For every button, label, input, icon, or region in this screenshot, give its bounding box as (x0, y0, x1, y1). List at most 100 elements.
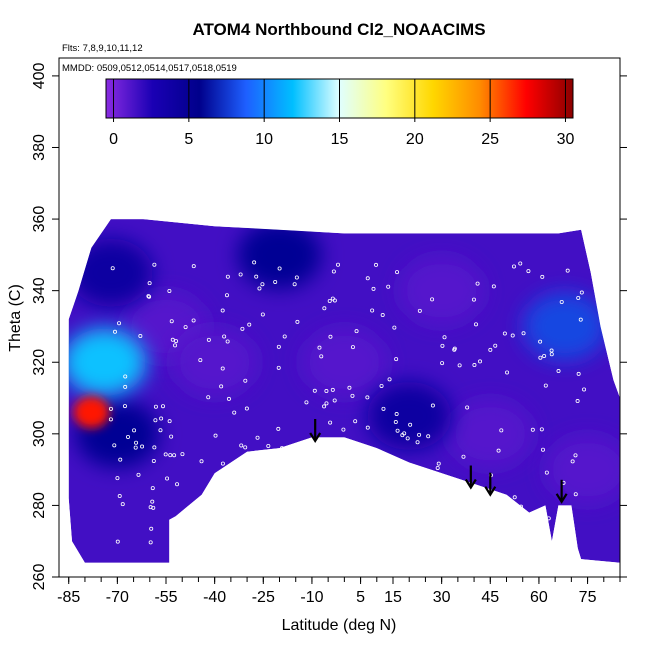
field-blob (68, 328, 147, 397)
sample-point (331, 269, 336, 274)
sample-point (370, 466, 375, 471)
sample-point (152, 445, 157, 450)
dates-label: MMDD: 0509,0512,0514,0517,0518,0519 (62, 63, 237, 74)
sample-point (188, 546, 193, 551)
colorbar-tick-label: 5 (184, 131, 193, 148)
sample-point (394, 357, 399, 362)
x-tick-label: 5 (356, 589, 365, 606)
sample-point (337, 478, 342, 483)
sample-point (262, 456, 267, 461)
sample-point (220, 308, 225, 313)
sample-point (379, 383, 384, 388)
sample-point (159, 416, 164, 421)
sample-point (371, 286, 376, 291)
sample-point (328, 420, 333, 425)
sample-point (457, 363, 462, 368)
sample-point (172, 453, 177, 458)
sample-point (151, 505, 156, 510)
sample-point (374, 262, 379, 267)
colorbar-tick-label: 20 (406, 131, 424, 148)
sample-point (323, 524, 328, 529)
sample-point (470, 508, 475, 513)
sample-point (328, 334, 333, 339)
sample-point (226, 396, 231, 401)
sample-point (530, 427, 535, 432)
sample-point (518, 261, 523, 266)
sample-point (335, 474, 340, 479)
sample-point (394, 412, 399, 417)
sample-point (350, 345, 355, 350)
sample-point (266, 444, 271, 449)
sample-point (117, 494, 122, 499)
sample-point (167, 288, 172, 293)
y-tick-label: 300 (31, 420, 48, 447)
sample-point (381, 461, 386, 466)
sample-point (522, 538, 527, 543)
sample-point (481, 522, 486, 527)
sample-point (134, 440, 139, 445)
sample-point (282, 334, 287, 339)
sample-point (220, 496, 225, 501)
sample-point (322, 306, 327, 311)
sample-point (343, 457, 348, 462)
sample-point (549, 348, 554, 353)
sample-point (322, 438, 327, 443)
field-blob (172, 328, 257, 397)
x-tick-label: -85 (57, 589, 80, 606)
sample-point (505, 370, 510, 375)
sample-point (542, 353, 547, 358)
sample-point (452, 347, 457, 352)
sample-point (146, 294, 151, 299)
sample-point (138, 334, 143, 339)
sample-point (319, 354, 324, 359)
sample-point (225, 339, 230, 344)
sample-point (493, 343, 498, 348)
sample-point (165, 476, 170, 481)
sample-point (122, 404, 127, 409)
field-blob (399, 256, 484, 325)
x-tick-label: 60 (530, 589, 548, 606)
sample-point (475, 281, 480, 286)
sample-point (232, 410, 237, 415)
sample-point (410, 517, 415, 522)
sample-point (198, 358, 203, 363)
y-tick-label: 400 (31, 62, 48, 89)
sample-point (206, 395, 211, 400)
y-tick-label: 340 (31, 277, 48, 304)
field-blob (448, 399, 533, 468)
sample-point (244, 406, 249, 411)
sample-point (365, 425, 370, 430)
sample-point (451, 542, 456, 547)
sample-point (110, 266, 115, 271)
sample-point (478, 486, 483, 491)
x-tick-label: -10 (300, 589, 323, 606)
y-tick-label: 280 (31, 492, 48, 519)
sample-point (429, 502, 434, 507)
y-axis-label: Theta (C) (7, 284, 24, 352)
sample-point (512, 495, 517, 500)
sample-point (332, 298, 337, 303)
sample-point (539, 427, 544, 432)
sample-point (149, 526, 154, 531)
sample-point (238, 272, 243, 277)
x-tick-label: 15 (384, 589, 402, 606)
sample-point (438, 498, 443, 503)
x-axis: -85 -70 -55 -40 -25 -10 5 15 30 45 60 75 (57, 577, 621, 606)
sample-point (276, 365, 281, 370)
sample-point (430, 403, 435, 408)
sample-point (243, 445, 248, 450)
sample-point (347, 385, 352, 390)
arrow-head (484, 486, 497, 497)
sample-point (417, 308, 422, 313)
sample-point (538, 339, 543, 344)
sample-point (254, 274, 259, 279)
sample-point (427, 544, 432, 549)
sample-point (565, 268, 570, 273)
sample-point (351, 479, 356, 484)
sample-point (220, 461, 225, 466)
sample-point (488, 347, 493, 352)
sample-point (225, 274, 230, 279)
sample-point (224, 293, 229, 298)
sample-point (381, 406, 386, 411)
plot-frame (58, 57, 621, 578)
